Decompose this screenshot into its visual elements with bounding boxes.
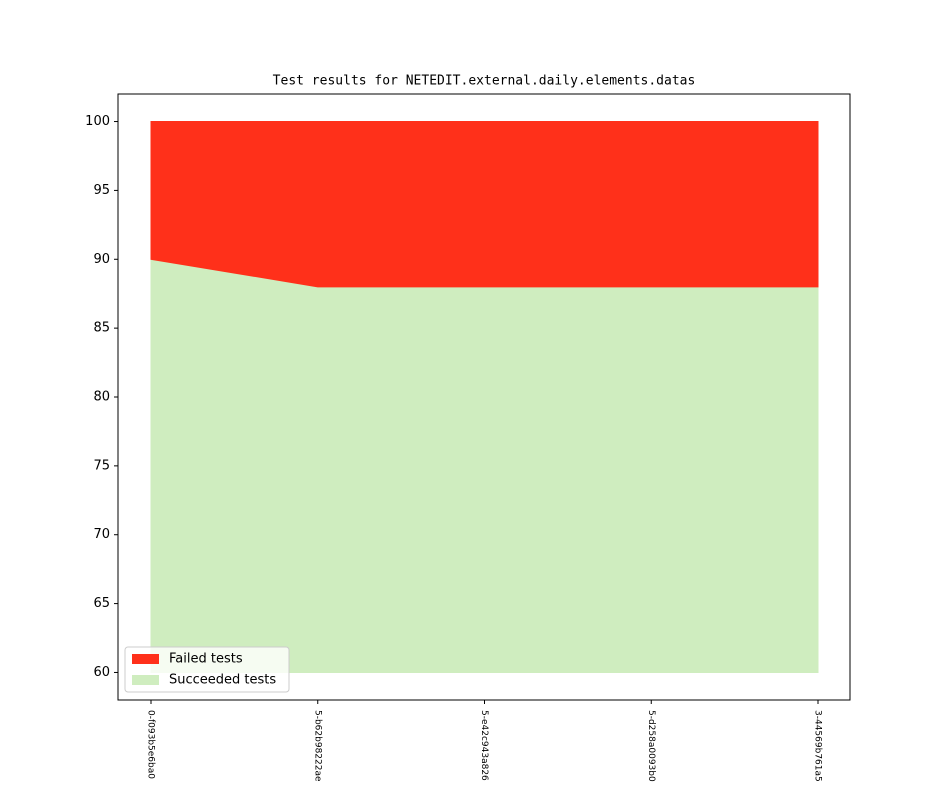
area: [150, 121, 819, 288]
y-tick-label: 95: [93, 183, 110, 198]
area: [150, 258, 819, 673]
legend-swatch: [132, 654, 159, 664]
y-tick-label: 60: [93, 665, 110, 680]
y-tick-label: 85: [93, 321, 110, 336]
x-tick-label: 0-f093b5e6ba0: [146, 710, 156, 779]
y-tick-label: 75: [93, 458, 110, 473]
legend-label: Succeeded tests: [169, 673, 276, 688]
y-tick-label: 65: [93, 596, 110, 611]
legend-label: Failed tests: [169, 652, 243, 667]
x-tick-label: 3-44569b761a5: [813, 710, 823, 782]
x-tick-label: 5-b62b98222ae: [312, 710, 322, 782]
y-tick-label: 70: [93, 527, 110, 542]
x-tick-label: 5-e42c943a826: [479, 710, 489, 781]
y-tick-label: 90: [93, 252, 110, 267]
legend-box: [124, 646, 290, 693]
legend-swatch: [132, 675, 159, 685]
y-tick-label: 80: [93, 390, 110, 405]
y-tick-label: 100: [85, 114, 110, 129]
chart-title: Test results for NETEDIT.external.daily.…: [273, 74, 696, 89]
x-tick-label: 5-d258a0093b0: [646, 710, 656, 782]
